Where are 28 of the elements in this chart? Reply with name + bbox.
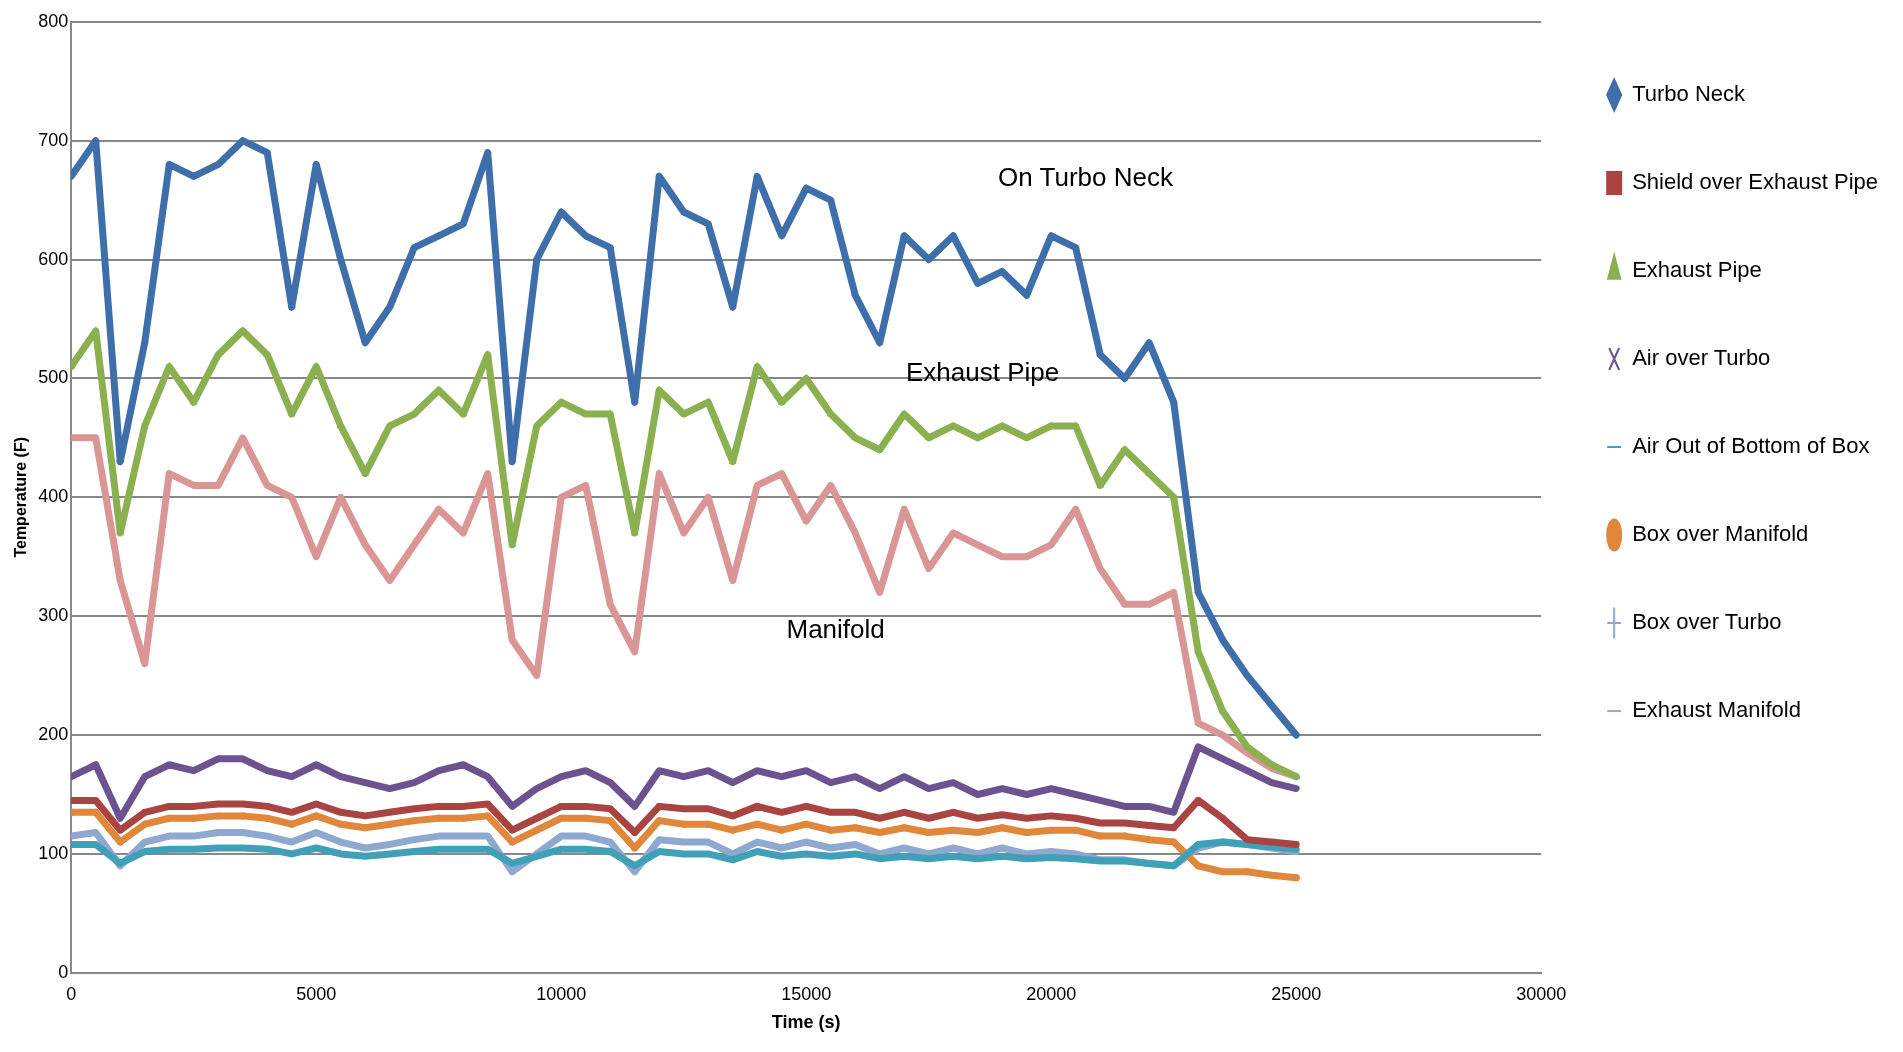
- y-tick-label: 700: [38, 129, 69, 150]
- y-tick-label: 0: [58, 961, 69, 982]
- legend-label: Turbo Neck: [1632, 81, 1747, 107]
- legend-label: Shield over Exhaust Pipe: [1632, 169, 1879, 195]
- y-tick-label: 200: [38, 724, 69, 745]
- legend-label: Exhaust Pipe: [1632, 257, 1762, 283]
- x-tick-label: 25000: [1271, 983, 1322, 1004]
- y-tick-label: 600: [38, 248, 69, 269]
- annotation: Manifold: [786, 613, 885, 644]
- x-tick-label: 30000: [1516, 983, 1567, 1004]
- x-tick-label: 5000: [296, 983, 337, 1004]
- legend-label: Exhaust Manifold: [1632, 697, 1801, 723]
- legend-label: Air over Turbo: [1632, 345, 1771, 371]
- x-tick-label: 15000: [781, 983, 832, 1004]
- legend-label: Box over Turbo: [1632, 609, 1782, 635]
- y-tick-label: 300: [38, 605, 69, 626]
- x-tick-label: 20000: [1026, 983, 1077, 1004]
- x-tick-label: 10000: [536, 983, 587, 1004]
- y-axis-title: Temperature (F): [12, 437, 30, 558]
- x-axis-title: Time (s): [771, 1012, 841, 1033]
- legend-label: Box over Manifold: [1632, 521, 1809, 547]
- annotation: Exhaust Pipe: [905, 356, 1060, 387]
- legend-label: Air Out of Bottom of Box: [1632, 433, 1870, 459]
- annotation: On Turbo Neck: [998, 161, 1174, 192]
- y-tick-label: 800: [38, 10, 69, 31]
- y-tick-label: 500: [38, 367, 69, 388]
- y-tick-label: 100: [38, 842, 69, 863]
- y-tick-label: 400: [38, 486, 69, 507]
